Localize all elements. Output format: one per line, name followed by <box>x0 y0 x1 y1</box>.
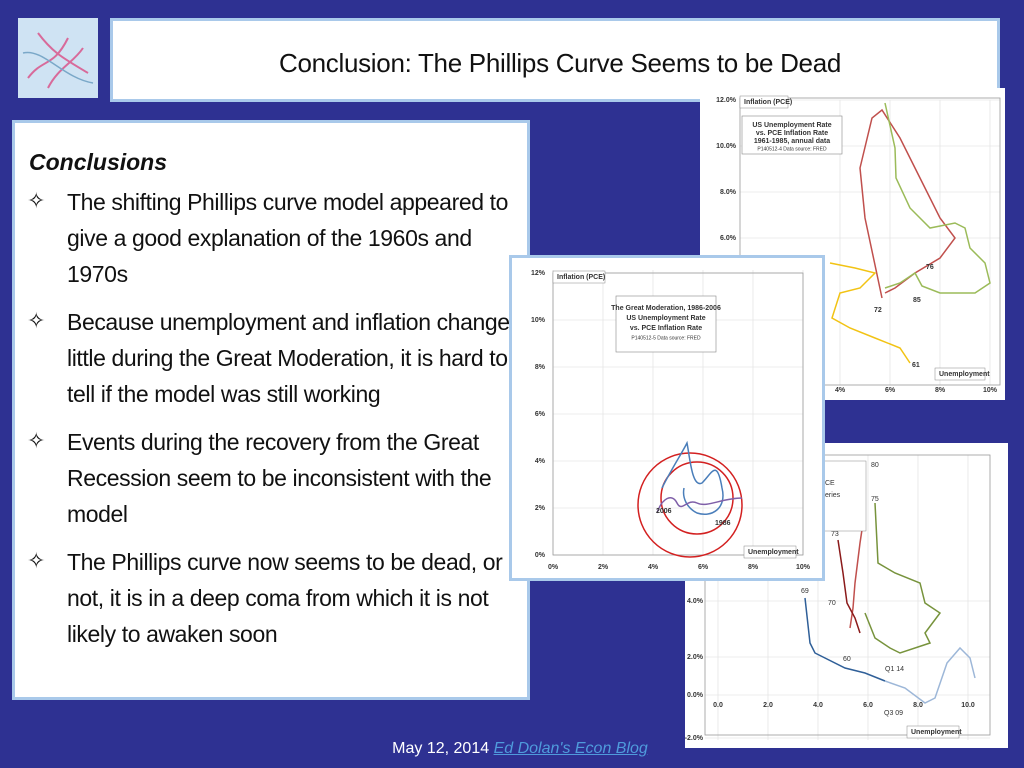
y-tick-label: 10% <box>531 317 546 324</box>
x-tick-label: 8% <box>748 564 759 571</box>
point-label: 85 <box>913 297 921 304</box>
x-tick-label: 6.0 <box>863 702 873 709</box>
y-tick-label: 12.0% <box>716 97 737 104</box>
blog-link[interactable]: Ed Dolan's Econ Blog <box>493 740 648 757</box>
bullet: The shifting Phillips curve model appear… <box>27 184 527 292</box>
y-axis-label: Inflation (PCE) <box>557 274 605 281</box>
footer-date: May 12, 2014 <box>392 740 490 757</box>
legend-line: 1961-1985, annual data <box>754 138 830 145</box>
x-tick-label: 4% <box>648 564 659 571</box>
x-axis-label: Unemployment <box>911 729 962 736</box>
y-tick-label: -2.0% <box>685 735 704 742</box>
slide-title: Conclusion: The Phillips Curve Seems to … <box>278 48 842 78</box>
footer: May 12, 2014 Ed Dolan's Econ Blog <box>0 740 1024 758</box>
x-tick-label: 4% <box>835 387 846 394</box>
legend-line: eries <box>825 492 841 499</box>
bullet: Events during the recovery from the Grea… <box>27 424 527 532</box>
legend-line: US Unemployment Rate <box>752 122 831 129</box>
y-tick-label: 4% <box>535 458 546 465</box>
legend-line: vs. PCE Inflation Rate <box>756 130 828 137</box>
legend-line: CE <box>825 480 835 487</box>
x-tick-label: 0.0 <box>713 702 723 709</box>
chart-image: US Unemployment Rate vs. PCE Inflation R… <box>700 88 1005 400</box>
point-label: 60 <box>843 656 851 663</box>
point-label: 75 <box>871 496 879 503</box>
point-label: Q3 09 <box>884 710 903 717</box>
legend-line: vs. PCE Inflation Rate <box>630 325 702 332</box>
y-tick-label: 4.0% <box>687 598 704 605</box>
y-tick-label: 0.0% <box>687 692 704 699</box>
title-box: Conclusion: The Phillips Curve Seems to … <box>110 18 1000 102</box>
point-label: 80 <box>871 462 879 469</box>
legend-line: The Great Moderation, 1986-2006 <box>611 305 721 312</box>
x-tick-label: 2% <box>598 564 609 571</box>
bullet-list: The shifting Phillips curve model appear… <box>15 184 527 652</box>
x-tick-label: 6% <box>885 387 896 394</box>
conclusions-box: Conclusions The shifting Phillips curve … <box>12 120 530 700</box>
bullet: Because unemployment and inflation chang… <box>27 304 527 412</box>
x-tick-label: 10% <box>983 387 998 394</box>
x-axis-label: Unemployment <box>748 549 799 556</box>
x-tick-label: 10.0 <box>961 702 975 709</box>
x-tick-label: 8.0 <box>913 702 923 709</box>
point-label: 61 <box>912 362 920 369</box>
y-tick-label: 8.0% <box>720 189 737 196</box>
y-tick-label: 2.0% <box>687 654 704 661</box>
bullet: The Phillips curve now seems to be dead,… <box>27 544 527 652</box>
logo <box>18 18 98 98</box>
x-tick-label: 4.0 <box>813 702 823 709</box>
y-tick-label: 12% <box>531 270 546 277</box>
point-label: 69 <box>801 588 809 595</box>
y-tick-label: 2% <box>535 505 546 512</box>
x-axis-label: Unemployment <box>939 371 990 378</box>
y-tick-label: 0% <box>535 552 546 559</box>
y-tick-label: 6.0% <box>720 235 737 242</box>
chart-image: The Great Moderation, 1986-2006 US Unemp… <box>509 255 825 581</box>
y-tick-label: 6% <box>535 411 546 418</box>
x-tick-label: 2.0 <box>763 702 773 709</box>
point-label: 2006 <box>656 508 672 515</box>
y-tick-label: 10.0% <box>716 143 737 150</box>
x-tick-label: 0% <box>548 564 559 571</box>
y-axis-label: Inflation (PCE) <box>744 99 792 106</box>
point-label: Q1 14 <box>885 666 904 673</box>
x-tick-label: 6% <box>698 564 709 571</box>
legend-line: US Unemployment Rate <box>626 315 705 322</box>
legend-line: P140512-4 Data source: FRED <box>757 146 827 152</box>
point-label: 70 <box>828 600 836 607</box>
x-tick-label: 10% <box>796 564 811 571</box>
point-label: 72 <box>874 307 882 314</box>
conclusions-heading: Conclusions <box>29 149 168 175</box>
x-tick-label: 8% <box>935 387 946 394</box>
point-label: 76 <box>926 264 934 271</box>
point-label: 73 <box>831 531 839 538</box>
legend-line: P140512-5 Data source: FRED <box>631 335 701 341</box>
y-tick-label: 8% <box>535 364 546 371</box>
point-label: 1986 <box>715 520 731 527</box>
